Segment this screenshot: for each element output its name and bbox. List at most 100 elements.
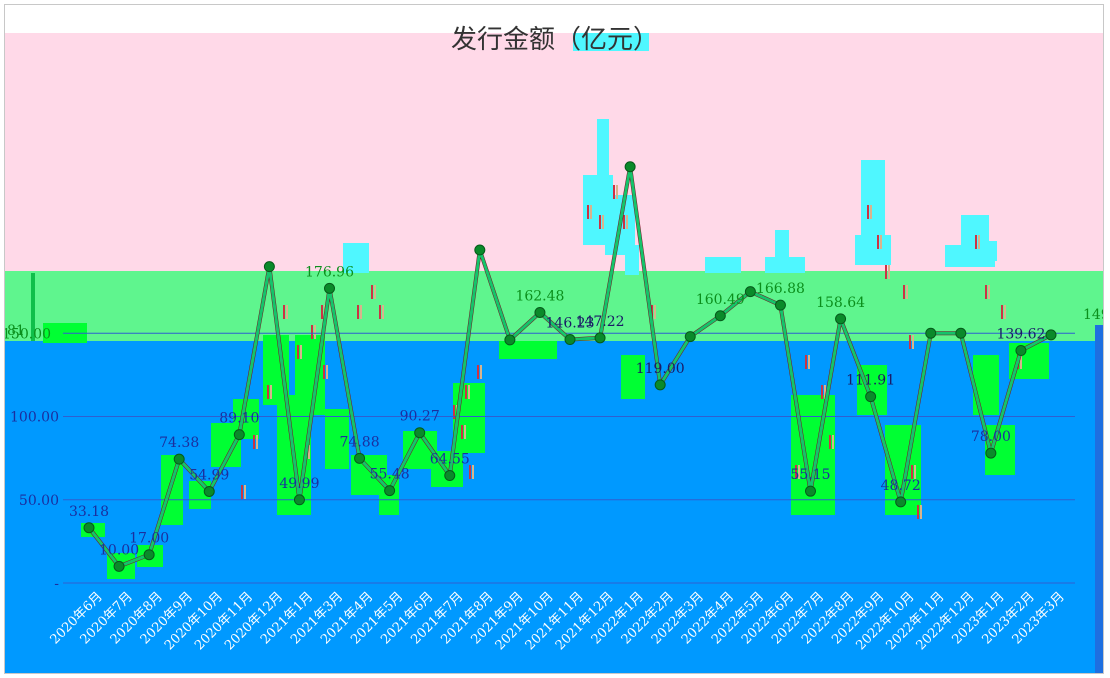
glitch-tick-tan-29	[244, 485, 246, 499]
glitch-tick-red-1	[297, 345, 299, 359]
glitch-cyan-13	[977, 241, 997, 261]
glitch-tick-tan-14	[654, 305, 656, 319]
glitch-tick-tan-20	[888, 265, 890, 279]
data-label: 160.49	[696, 292, 745, 308]
grid-lines	[63, 332, 1075, 584]
data-label: 48.72	[881, 478, 921, 494]
glitch-tick-tan-35	[472, 465, 474, 479]
data-label: 139.62	[996, 327, 1045, 343]
data-label: 176.96	[305, 264, 354, 280]
data-point	[263, 261, 275, 273]
data-point	[143, 549, 155, 561]
glitch-tick-red-3	[321, 305, 323, 319]
y-axis-ticks: - 50.00 100.00 150.00	[5, 326, 59, 592]
glitch-tick-tan-24	[920, 505, 922, 519]
data-point	[744, 286, 756, 298]
glitch-cyan-6	[855, 235, 891, 265]
glitch-tick-tan-6	[382, 305, 384, 319]
glitch-tick-red-35	[469, 465, 471, 479]
glitch-tick-red-25	[975, 235, 977, 249]
data-point	[474, 244, 486, 256]
data-point	[714, 310, 726, 322]
glitch-tick-red-4	[357, 305, 359, 319]
y-tick-label: 150.00	[5, 326, 51, 342]
glitch-tick-tan-0	[286, 305, 288, 319]
band-edge	[1095, 325, 1103, 673]
glitch-cyan-9	[705, 257, 741, 273]
data-point	[83, 522, 95, 534]
glitch-tick-red-8	[465, 385, 467, 399]
glitch-tick-tan-5	[374, 285, 376, 299]
glitch-tick-red-22	[909, 335, 911, 349]
data-point	[835, 313, 847, 325]
glitch-cyan-12	[573, 33, 649, 51]
chart-frame: -50.00 100.00 150.00 2020年6月 2020年7月 2020年8月…	[4, 4, 1104, 674]
glitch-tick-red-6	[379, 305, 381, 319]
data-point	[444, 470, 456, 482]
data-label: 162.48	[515, 288, 564, 304]
data-label: 17.00	[129, 531, 169, 547]
data-label: 90.27	[400, 409, 440, 425]
data-label: 74.88	[340, 434, 380, 450]
data-point	[805, 485, 816, 497]
y-tick-label: 50.00	[19, 493, 59, 509]
glitch-tick-red-7	[453, 405, 455, 419]
data-label: 147.22	[576, 314, 625, 330]
data-label: 78.00	[971, 429, 1011, 445]
data-label: 55.15	[790, 467, 830, 483]
glitch-tick-red-16	[821, 385, 823, 399]
glitch-tick-red-10	[587, 205, 589, 219]
data-label: 54.99	[189, 467, 229, 483]
data-point	[384, 485, 396, 497]
glitch-cyan-3	[625, 245, 639, 275]
glitch-tick-tan-2	[314, 325, 316, 339]
glitch-tick-red-15	[805, 355, 807, 369]
data-point	[233, 429, 245, 441]
data-label: 74.38	[159, 435, 199, 451]
glitch-tick-tan-9	[480, 365, 482, 379]
glitch-cyan-5	[861, 160, 885, 240]
glitch-tick-red-2	[311, 325, 313, 339]
glitch-tick-tan-12	[616, 185, 618, 199]
data-point	[504, 334, 516, 346]
glitch-tick-tan-10	[590, 205, 592, 219]
data-point	[534, 306, 546, 318]
glitch-tick-tan-27	[1004, 305, 1006, 319]
glitch-tick-tan-16	[824, 385, 826, 399]
glitch-tick-red-26	[985, 285, 987, 299]
data-point	[203, 485, 215, 497]
data-point	[624, 161, 636, 173]
band-green	[5, 271, 1103, 343]
data-label: 55.48	[370, 467, 410, 483]
glitch-tick-red-29	[241, 485, 243, 499]
glitch-cyan-11	[765, 257, 805, 273]
data-point	[955, 327, 967, 339]
glitch-tick-red-19	[877, 235, 879, 249]
glitch-tick-red-36	[795, 465, 797, 479]
glitch-tick-tan-31	[270, 385, 272, 399]
data-point	[925, 327, 937, 339]
data-point	[895, 496, 907, 508]
glitch-tick-tan-26	[988, 285, 990, 299]
glitch-tick-tan-17	[832, 435, 834, 449]
glitch-tick-red-5	[371, 285, 373, 299]
chart-title: 发行金额（亿元）	[450, 25, 659, 55]
data-label: 166.88	[756, 281, 805, 297]
glitch-green-10	[325, 409, 349, 469]
glitch-tick-red-20	[885, 265, 887, 279]
glitch-tick-red-12	[613, 185, 615, 199]
data-point	[293, 494, 305, 506]
data-point	[684, 331, 696, 343]
glitch-tick-tan-34	[464, 425, 466, 439]
glitch-tick-red-24	[917, 505, 919, 519]
data-point	[414, 427, 426, 439]
glitch-tick-tan-28	[1020, 355, 1022, 369]
y-tick-label: -	[54, 576, 59, 592]
glitch-tick-tan-36	[798, 465, 800, 479]
glitch-tick-red-11	[599, 215, 601, 229]
data-point	[1045, 329, 1057, 341]
data-point	[654, 379, 666, 391]
data-point	[1015, 345, 1027, 357]
